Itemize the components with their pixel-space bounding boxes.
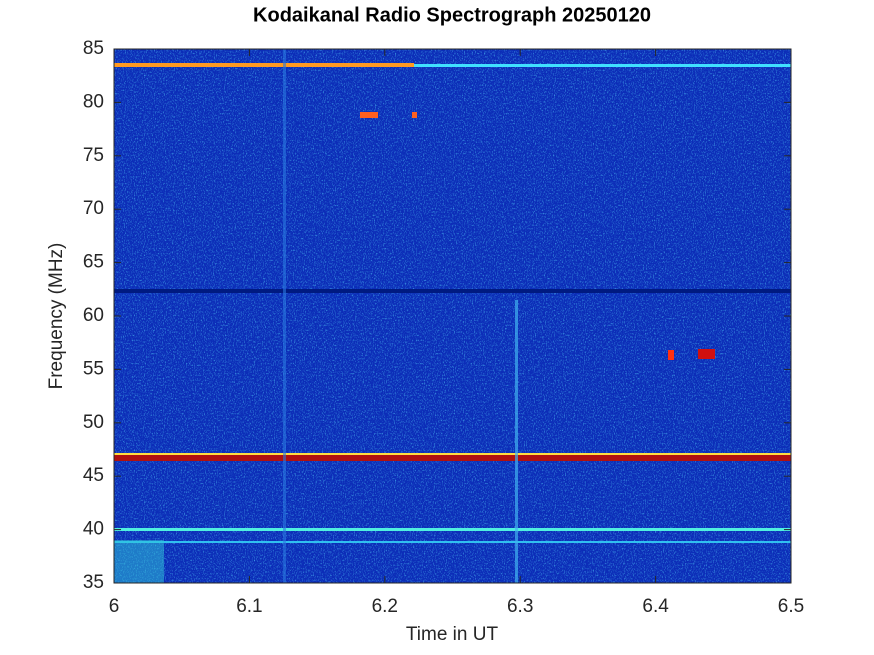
x-axis-label: Time in UT (406, 624, 499, 645)
y-tick-label: 75 (83, 145, 104, 166)
y-tick-label: 85 (83, 38, 104, 59)
y-tick-label: 55 (83, 358, 104, 379)
y-tick-label: 45 (83, 465, 104, 486)
y-tick-label: 50 (83, 412, 104, 433)
x-tick-label: 6 (109, 596, 120, 617)
chart-title: Kodaikanal Radio Spectrograph 20250120 (253, 4, 651, 26)
y-tick-label: 65 (83, 252, 104, 273)
y-tick-label: 35 (83, 572, 104, 593)
x-tick-label: 6.2 (372, 596, 398, 617)
x-tick-label: 6.4 (642, 596, 669, 617)
spectrogram-image (114, 49, 791, 583)
x-tick-label: 6.1 (236, 596, 262, 617)
y-tick-label: 40 (83, 519, 104, 540)
y-tick-label: 60 (83, 305, 104, 326)
x-tick-label: 6.3 (507, 596, 533, 617)
x-tick-label: 6.5 (778, 596, 804, 617)
y-axis-label: Frequency (MHz) (46, 243, 67, 390)
y-tick-label: 70 (83, 198, 104, 219)
y-tick-label: 80 (83, 91, 104, 112)
